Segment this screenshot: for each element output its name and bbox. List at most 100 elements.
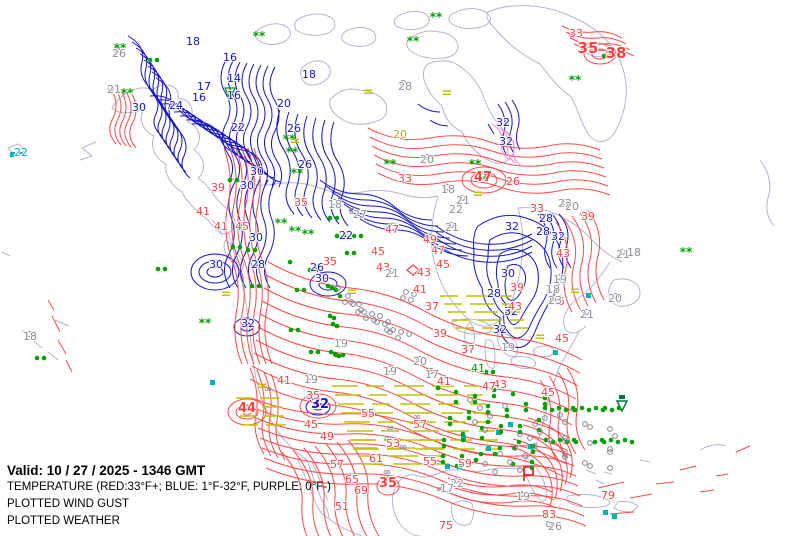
- contour-label: 57: [330, 458, 344, 471]
- rain-icon: [245, 247, 251, 253]
- contour-label: 45: [436, 258, 450, 271]
- contour-label: 20: [608, 292, 622, 305]
- rain-icon: [315, 349, 321, 355]
- snow-icon: **: [430, 10, 443, 24]
- rain-icon: [485, 409, 491, 415]
- rain-icon: [460, 431, 466, 437]
- contour-label: 18: [441, 183, 455, 196]
- contour-label: 39: [581, 210, 595, 223]
- gust-mark-icon: =: [535, 330, 546, 345]
- haze-icon: ∞: [436, 484, 444, 495]
- shower-icon: [210, 380, 215, 385]
- rain-icon: [327, 313, 333, 319]
- snow-icon: **: [469, 157, 482, 171]
- station-circle-icon: [451, 477, 459, 485]
- rain-icon: [351, 250, 357, 256]
- rain-icon: [295, 327, 301, 333]
- station-circle-icon: [579, 43, 587, 51]
- contour-label: 21: [107, 83, 121, 96]
- red-contour-layer: [47, 25, 751, 536]
- contour-label: 20: [393, 128, 407, 141]
- shower-icon: [603, 510, 608, 515]
- contour-label: 32: [311, 397, 329, 412]
- contour-label: 26: [298, 158, 312, 171]
- station-circle-icon: [342, 299, 348, 305]
- rain-icon: [523, 407, 529, 413]
- contour-label: 37: [461, 343, 475, 356]
- contour-label: 28: [536, 225, 550, 238]
- shower-icon: [553, 350, 558, 355]
- rain-icon: [510, 391, 516, 397]
- rain-icon: [572, 407, 578, 413]
- rain-icon: [454, 463, 460, 469]
- gust-mark-icon: =: [363, 85, 374, 100]
- rain-icon: [592, 439, 598, 445]
- snow-icon: **: [407, 34, 420, 48]
- contour-label: 22: [558, 197, 572, 210]
- contour-label: 45: [555, 332, 569, 345]
- contour-label: 28: [398, 80, 412, 93]
- contour-label: 45: [541, 386, 555, 399]
- rain-icon: [341, 233, 347, 239]
- contour-label: 75: [439, 519, 453, 532]
- contour-label: 47: [431, 244, 445, 257]
- rain-icon: [155, 266, 161, 272]
- legend-block: Valid: 10 / 27 / 2025 - 1346 GMT TEMPERA…: [7, 462, 331, 530]
- rain-icon: [460, 437, 466, 443]
- contour-label: 69: [354, 484, 368, 497]
- shower-icon: [586, 293, 591, 298]
- rain-icon: [294, 287, 300, 293]
- contour-label: 55: [361, 407, 375, 420]
- station-circle-icon: [447, 221, 455, 229]
- contour-label: 32: [499, 135, 513, 148]
- gust-mark-icon: =: [473, 187, 484, 202]
- rain-icon: [441, 443, 447, 449]
- station-circle-icon: [507, 459, 513, 465]
- contour-label: 19: [334, 337, 348, 350]
- station-circle-icon: [562, 451, 568, 457]
- snow-icon: **: [680, 245, 693, 259]
- contour-label: 32: [505, 220, 519, 233]
- contour-label: 30: [250, 165, 264, 178]
- shower-icon: [528, 444, 533, 449]
- station-circle-icon: [550, 294, 558, 302]
- snow-icon: **: [283, 132, 296, 146]
- gust-mark-icon: =: [257, 379, 268, 394]
- rain-icon: [307, 267, 313, 273]
- contour-label: 41: [413, 283, 427, 296]
- wind-gust-legend-text: PLOTTED WIND GUST: [7, 498, 130, 510]
- station-circle-icon: [348, 207, 356, 215]
- station-circle-icon: [497, 451, 503, 457]
- contour-label: 32: [496, 116, 510, 129]
- rain-icon: [325, 283, 331, 289]
- rain-icon: [447, 421, 453, 427]
- station-circle-icon: [607, 449, 613, 455]
- contour-label: 83: [542, 508, 556, 521]
- contour-label: 18: [627, 246, 641, 259]
- contour-label: 49: [423, 233, 437, 246]
- station-circle-icon: [398, 329, 404, 335]
- rain-icon: [473, 457, 479, 463]
- valid-time-text: Valid: 10 / 27 / 2025 - 1346 GMT: [7, 463, 206, 478]
- rain-icon: [557, 437, 563, 443]
- station-circle-icon: [532, 421, 538, 427]
- contour-label: 19: [383, 365, 397, 378]
- station-circle-icon: [612, 433, 618, 439]
- contour-label: 43: [376, 261, 390, 274]
- wind-gust-layer: [236, 295, 528, 465]
- rain-icon: [478, 451, 484, 457]
- contour-label: 30: [501, 267, 515, 280]
- contour-label: 55: [423, 455, 437, 468]
- contour-label: 22: [450, 477, 464, 490]
- station-circle-icon: [482, 461, 488, 467]
- contour-label: 17: [197, 80, 211, 93]
- rain-icon: [334, 215, 340, 221]
- rain-icon: [334, 323, 340, 329]
- rain-icon: [593, 405, 599, 411]
- contour-label: 35: [379, 476, 397, 491]
- station-circle-icon: [582, 460, 588, 466]
- contour-label: 49: [320, 430, 334, 443]
- contour-label: 18: [328, 198, 342, 211]
- snow-icon: **: [275, 216, 288, 230]
- rain-icon: [629, 439, 635, 445]
